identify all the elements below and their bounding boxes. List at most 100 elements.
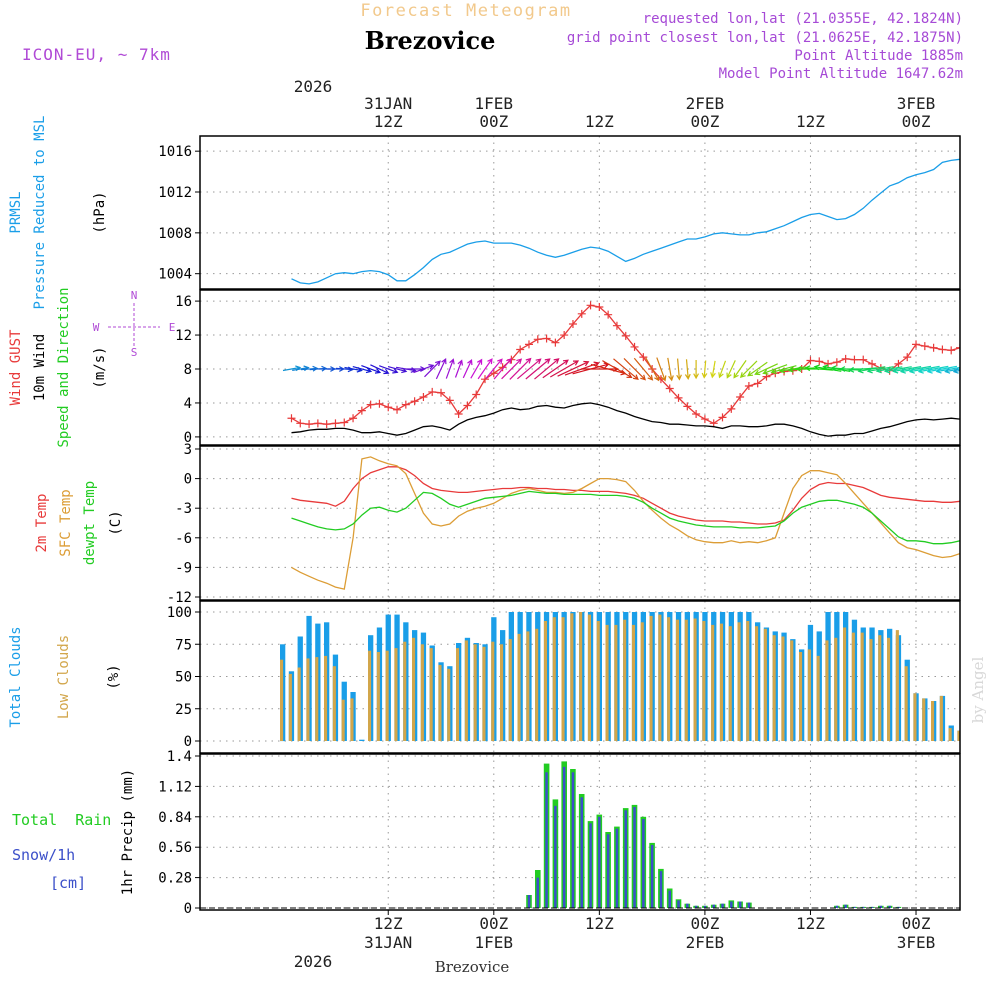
y-tick-label: 1016 [158,144,192,160]
wind-arrow [633,357,654,381]
low-cloud-bar [799,652,803,741]
low-cloud-bar [684,619,688,741]
wind-arrow [549,360,580,378]
low-cloud-bar [843,627,847,741]
panel-wind: 0 4 8 12 16 Wind GUST 10m Wind Speed and Direct… [8,287,961,448]
low-cloud-bar [587,614,591,741]
snow-precip-bar [738,901,742,908]
gust-marker [516,345,525,354]
axis-label: dewpt Temp [82,481,98,565]
gust-marker [560,331,569,340]
top-axis-date: 31JAN [364,94,412,113]
plot-area-precipitation [200,761,960,909]
gust-marker [296,419,305,428]
wind-arrow [413,364,435,374]
wind-arrow [602,360,633,379]
gust-marker [463,401,472,410]
wind-arrow [676,358,682,381]
low-cloud-bar [438,664,442,741]
snow-precip-bar [712,904,715,908]
y-tick-label: 12 [175,328,192,344]
gust-marker [718,413,727,422]
point-altitude: Point Altitude 1885m [794,48,963,64]
panel-frame [199,445,961,601]
top-axis-hour: 00Z [690,112,719,131]
snow-precip-bar [862,906,865,908]
low-cloud-bar [649,615,653,741]
y-tick-label: 0 [184,472,192,488]
low-cloud-bar [763,628,767,741]
low-cloud-bar [570,613,574,741]
gust-marker [938,345,947,354]
low-cloud-bar [596,621,600,741]
low-cloud-bar [869,639,873,741]
low-cloud-bar [429,648,433,741]
wind-arrow [557,360,590,377]
wind-arrow [935,366,960,374]
bottom-axis-hour: 00Z [479,914,508,933]
snow-precip-bar [694,905,698,908]
gust-marker [621,331,630,340]
legend-snow: Snow/1h [12,846,75,864]
axis-label: PRMSL [8,191,24,233]
gust-marker [956,343,960,352]
low-cloud-bar [280,659,284,741]
wind-arrow [361,365,382,374]
bottom-axis-hour: 00Z [902,914,931,933]
low-cloud-bar [491,641,495,741]
gust-marker [674,393,683,402]
gust-marker [604,310,613,319]
y-tick-label: 1004 [158,267,192,283]
gust-marker [489,369,498,378]
low-cloud-bar [851,632,855,741]
gust-marker [736,393,745,402]
panel-temperature: 3 0 -3 -6 -9 -12 2m Temp SFC Temp dewpt Temp (C) [34,442,961,606]
top-axis-hour: 12Z [585,112,614,131]
gust-marker [903,353,912,362]
gust-marker [401,400,410,409]
gust-marker [824,359,833,368]
gust-marker [331,419,340,428]
gust-marker [322,420,331,429]
gust-marker [832,358,841,367]
axis-label: Speed and Direction [56,287,72,447]
low-cloud-bar [895,630,899,741]
low-cloud-bar [473,644,477,742]
wind-arrow [477,358,493,380]
low-cloud-bar [807,649,811,741]
series-line-10m-wind [291,402,960,437]
low-cloud-bar [297,667,301,741]
top-axis-hour: 12Z [796,112,825,131]
wind-arrow [470,358,483,379]
snow-precip-bar [624,810,627,908]
snow-precip-bar [554,805,557,908]
axis-label: SFC Temp [58,489,74,556]
plot-area-pressure [291,158,960,285]
low-cloud-bar [922,698,926,741]
wind-arrow [623,357,646,381]
gust-marker [744,381,753,390]
gust-marker [384,403,393,412]
gust-marker [665,384,674,393]
gust-marker [753,379,762,388]
y-tick-label: 0 [184,734,192,750]
gust-marker [375,399,384,408]
wind-arrow [534,358,560,380]
snow-precip-bar [668,890,671,908]
low-cloud-bar [675,619,679,741]
axis-label: Low Clouds [56,635,72,719]
snow-precip-bar [721,903,724,908]
y-tick-label: 0 [184,430,192,446]
wind-arrow [435,357,447,380]
snow-precip-bar [580,797,583,908]
low-cloud-bar [913,693,917,741]
low-cloud-bar [288,673,292,741]
low-cloud-bar [816,655,820,741]
gust-marker [349,414,358,423]
wind-arrow [778,366,806,374]
gust-marker [393,405,402,414]
wind-arrow [501,358,523,380]
